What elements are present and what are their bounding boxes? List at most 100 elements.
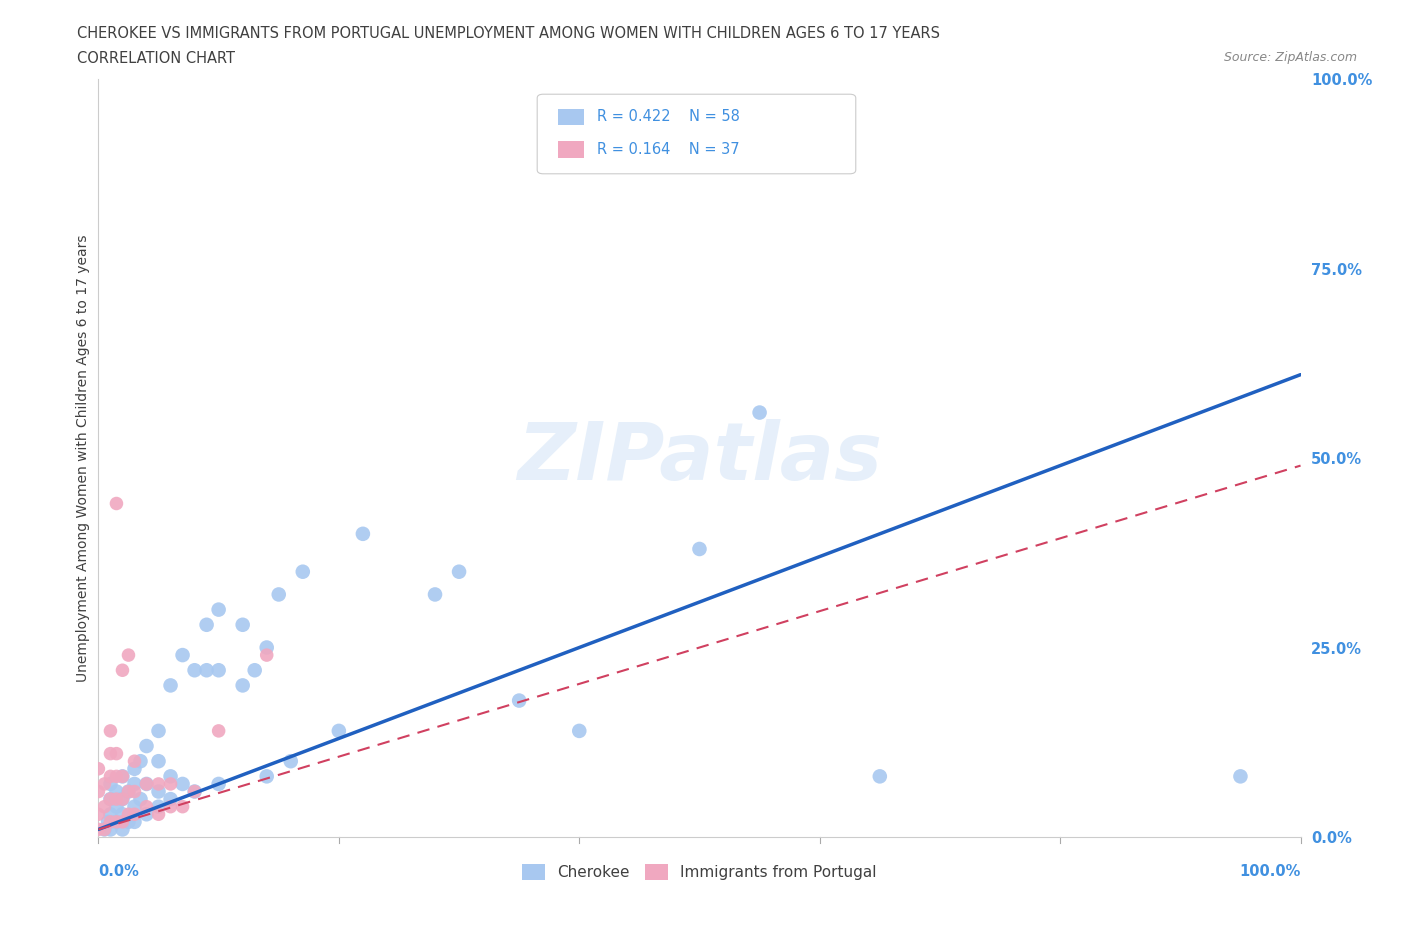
Point [111,807,134,822]
Point [208,603,231,618]
Point [100,815,122,830]
Point [87,807,110,822]
Point [111,791,134,806]
Point [111,769,134,784]
Point [159,777,181,791]
Point [135,807,157,822]
Point [568,724,591,738]
Point [124,815,146,830]
FancyBboxPatch shape [537,94,856,174]
Point [148,784,170,799]
Point [243,663,266,678]
Point [124,807,146,822]
Point [232,618,254,632]
Point [447,565,470,579]
Text: Source: ZipAtlas.com: Source: ZipAtlas.com [1223,51,1357,64]
Point [124,777,146,791]
Point [135,799,157,814]
Point [105,799,128,814]
Point [159,799,181,814]
FancyBboxPatch shape [558,141,583,158]
Point [100,769,122,784]
Point [117,815,139,830]
Point [111,663,134,678]
Point [172,799,194,814]
Point [256,647,278,662]
Point [87,822,110,837]
Point [100,822,122,837]
Point [117,647,139,662]
Legend: Cherokee, Immigrants from Portugal: Cherokee, Immigrants from Portugal [516,858,883,886]
Point [748,405,770,420]
Point [423,587,446,602]
Point [105,784,128,799]
Text: CHEROKEE VS IMMIGRANTS FROM PORTUGAL UNEMPLOYMENT AMONG WOMEN WITH CHILDREN AGES: CHEROKEE VS IMMIGRANTS FROM PORTUGAL UNE… [77,26,941,41]
Point [111,769,134,784]
Point [111,791,134,806]
Point [208,777,231,791]
Point [111,822,134,837]
Point [97,815,120,830]
Point [105,815,128,830]
Point [100,791,122,806]
Text: CORRELATION CHART: CORRELATION CHART [77,51,235,66]
Point [280,753,302,768]
Point [100,777,122,791]
Point [172,777,194,791]
Point [159,791,181,806]
Point [117,784,139,799]
Point [124,799,146,814]
Point [135,738,157,753]
Point [87,784,110,799]
Point [148,724,170,738]
Point [328,724,350,738]
Text: R = 0.422    N = 58: R = 0.422 N = 58 [598,110,740,125]
Text: ZIPatlas: ZIPatlas [517,419,882,497]
Point [135,777,157,791]
Point [148,799,170,814]
Point [100,724,122,738]
Text: R = 0.164    N = 37: R = 0.164 N = 37 [598,142,740,157]
Point [267,587,290,602]
Point [159,678,181,693]
Point [93,777,115,791]
Point [135,777,157,791]
Point [129,753,152,768]
Point [208,724,231,738]
Point [159,769,181,784]
Point [93,822,115,837]
Point [183,784,205,799]
Text: 100.0%: 100.0% [1239,864,1301,879]
Point [100,746,122,761]
Text: 0.0%: 0.0% [98,864,139,879]
Point [117,784,139,799]
Point [508,693,530,708]
Point [111,815,134,830]
Point [183,663,205,678]
Point [148,807,170,822]
Point [183,784,205,799]
Point [129,791,152,806]
Point [195,663,218,678]
FancyBboxPatch shape [558,109,583,126]
Point [148,753,170,768]
Point [1229,769,1251,784]
Point [105,769,128,784]
Point [869,769,891,784]
Point [291,565,314,579]
Point [117,807,139,822]
Point [105,496,128,511]
Point [105,746,128,761]
Point [105,815,128,830]
Point [256,640,278,655]
Point [93,822,115,837]
Point [124,784,146,799]
Point [352,526,374,541]
Point [87,762,110,777]
Point [105,791,128,806]
Point [148,777,170,791]
Point [124,762,146,777]
Point [100,791,122,806]
Point [172,647,194,662]
Point [256,769,278,784]
